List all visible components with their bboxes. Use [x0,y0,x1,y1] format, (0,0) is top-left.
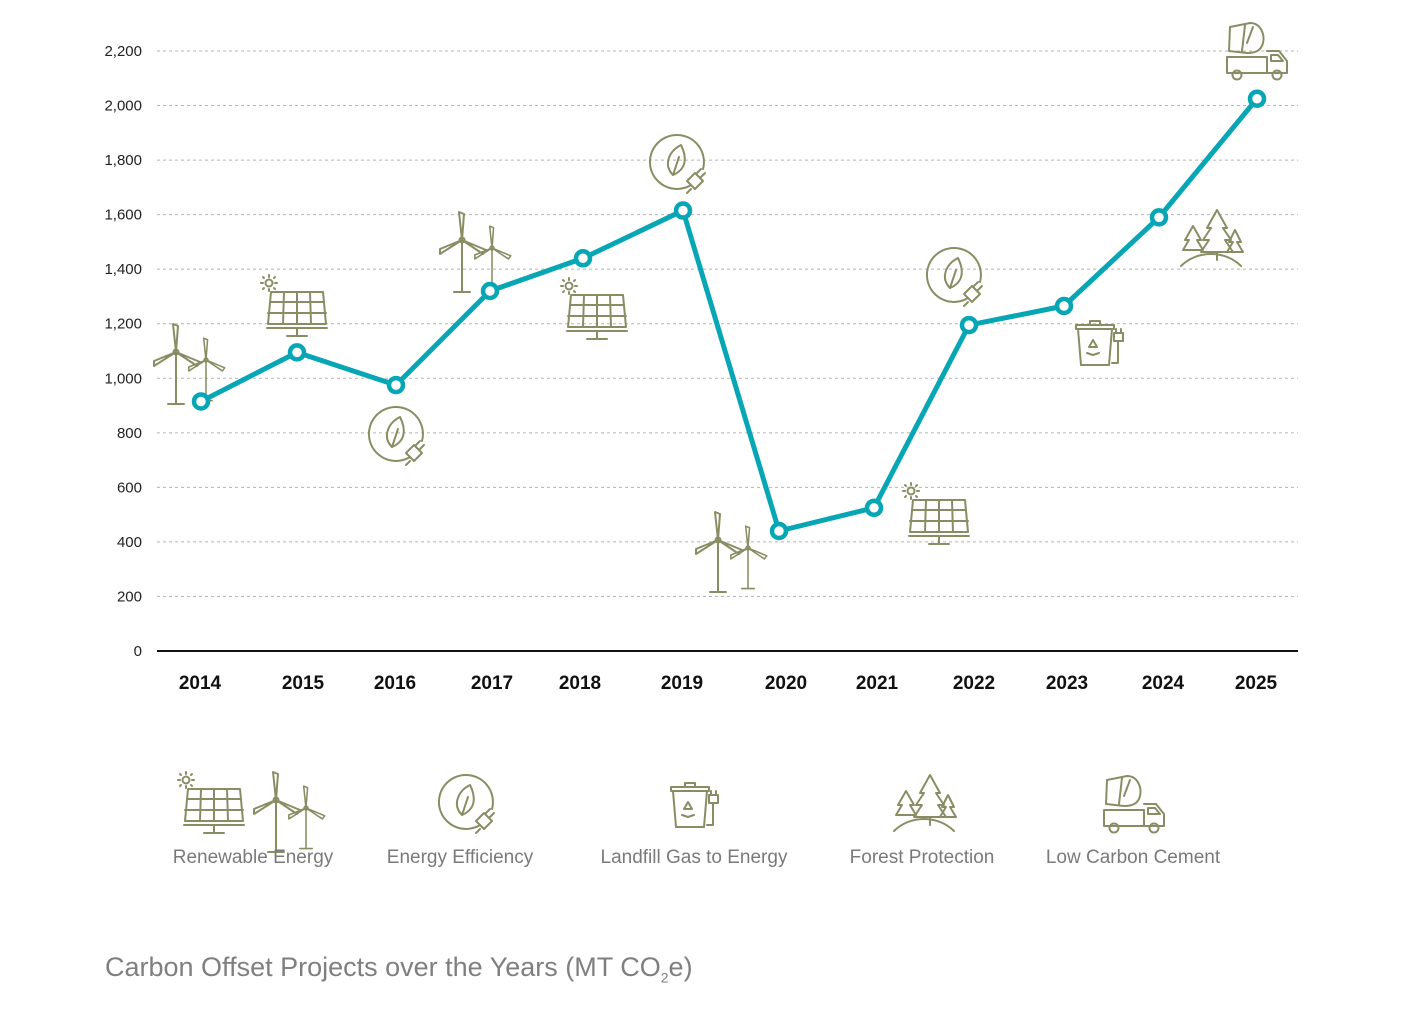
cement-truck-icon [1226,22,1288,81]
y-tick-label: 400 [117,534,142,551]
gridlines [157,50,1298,597]
y-tick-label: 200 [117,588,142,605]
x-tick-label: 2015 [282,673,325,694]
solar-panel-icon [560,277,628,340]
landfill-gas-icon [1075,320,1124,366]
x-tick-label: 2023 [1046,673,1088,694]
energy-efficiency-icon [925,246,983,307]
y-tick-label: 600 [117,479,142,496]
legend-item [1103,775,1165,834]
data-point [1149,208,1169,227]
series-path [198,96,1260,534]
x-tick-label: 2019 [661,673,703,694]
chart-title-tail: e) [668,952,693,982]
legend-item [437,773,495,834]
efficiency-icon [437,773,495,834]
forest-icon [1180,209,1244,267]
solar-icon [177,771,245,834]
truck-icon [1103,775,1165,834]
data-point [1054,296,1074,316]
energy-efficiency-icon [367,405,425,466]
project-icons [154,22,1288,592]
energy-efficiency-icon [648,133,706,194]
y-tick-label: 800 [117,425,142,442]
x-tick-label: 2021 [856,673,899,694]
data-point [673,201,693,220]
data-point [480,281,500,301]
y-tick-label: 1,200 [104,316,142,333]
data-point [287,343,307,362]
data-point [769,521,789,541]
y-axis-ticks: 0 200 400 600 800 1,000 1,200 1,400 1,600 1,800 2,… [104,43,142,660]
x-tick-label: 2024 [1142,673,1185,694]
data-point [1247,89,1267,108]
solar-panel-icon [260,274,328,337]
legend-label: Renewable Energy [173,847,334,868]
wind-turbines-icon [696,512,767,592]
landfill-icon [670,782,719,828]
series-line [191,89,1267,541]
y-tick-label: 2,000 [104,98,142,115]
y-tick-label: 1,600 [104,207,142,224]
x-tick-label: 2018 [559,673,601,694]
data-point [864,498,884,518]
legend-item [893,774,957,832]
legend-label: Low Carbon Cement [1046,847,1221,868]
legend-item [177,771,325,852]
x-tick-label: 2017 [471,673,513,694]
x-tick-label: 2020 [765,673,807,694]
data-point [191,392,211,411]
data-point [386,375,406,395]
legend-label: Energy Efficiency [387,847,534,868]
x-tick-label: 2025 [1235,673,1278,694]
legend-label: Landfill Gas to Energy [601,847,788,868]
wind-turbines-icon [440,212,511,292]
legend-label: Forest Protection [850,847,995,868]
chart-title: Carbon Offset Projects over the Years (M… [105,952,693,985]
y-tick-label: 0 [134,643,142,660]
y-tick-label: 2,200 [104,43,142,60]
y-tick-label: 1,400 [104,261,142,278]
turbines-icon [254,772,325,852]
x-tick-label: 2014 [179,673,222,694]
y-tick-label: 1,000 [104,370,142,387]
x-tick-label: 2016 [374,673,416,694]
forest-icon [893,774,957,832]
x-tick-label: 2022 [953,673,995,694]
data-point [959,315,979,335]
chart-title-main: Carbon Offset Projects over the Years (M… [105,952,661,982]
x-axis-ticks: 2014 2015 2016 2017 2018 2019 2020 2021 2022 2023… [179,673,1278,694]
legend: Renewable Energy Energy Efficiency Landfil… [173,771,1221,868]
chart-title-subscript: 2 [660,969,669,986]
solar-panel-icon [902,482,970,545]
legend-item [670,782,719,828]
data-point [573,249,593,268]
y-tick-label: 1,800 [104,152,142,169]
